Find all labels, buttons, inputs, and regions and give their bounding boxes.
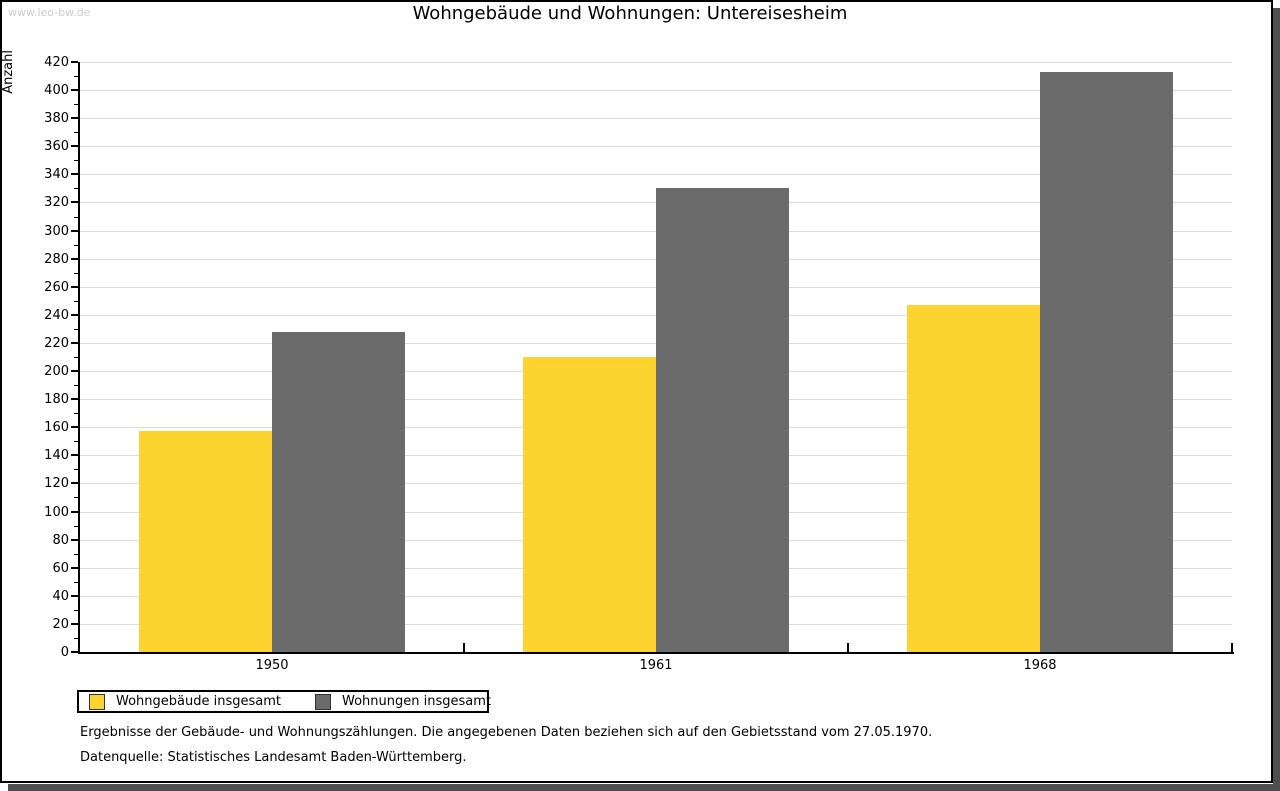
y-major-tick — [71, 426, 78, 429]
y-tick-label: 0 — [60, 645, 69, 660]
x-boundary-tick — [847, 643, 849, 652]
y-minor-tick — [74, 104, 78, 106]
y-tick-label: 340 — [44, 167, 69, 183]
chart-title: Wohngebäude und Wohnungen: Untereiseshei… — [412, 3, 848, 24]
y-major-tick — [71, 145, 78, 148]
window-shadow-bottom — [8, 784, 1280, 791]
y-tick-label: 380 — [44, 111, 69, 127]
legend: Wohngebäude insgesamt Wohnungen insgesam… — [77, 690, 491, 713]
y-major-tick — [71, 229, 78, 232]
y-tick-label: 300 — [44, 223, 69, 239]
footnote-data-source: Datenquelle: Statistisches Landesamt Bad… — [80, 750, 467, 765]
y-major-tick — [71, 370, 78, 373]
y-tick-label: 100 — [44, 504, 69, 520]
y-major-tick — [71, 61, 78, 63]
bar-1968-wohngebaeude — [907, 305, 1040, 652]
plot-area: 1950 1961 1968 0 20 40 60 80 100 120 140 160 180 200 2… — [44, 56, 1234, 673]
bar-1950-wohngebaeude — [139, 431, 272, 652]
gridline — [80, 174, 1232, 176]
x-category-label: 1961 — [639, 658, 673, 673]
y-tick-label: 420 — [44, 55, 69, 70]
bar-1950-wohnungen — [272, 331, 405, 652]
y-major-tick — [71, 398, 78, 401]
y-minor-tick — [74, 188, 78, 190]
y-tick-label: 160 — [44, 420, 69, 436]
gridline — [80, 62, 1232, 63]
y-minor-tick — [74, 216, 78, 218]
y-major-tick — [71, 117, 78, 120]
y-major-tick — [71, 257, 78, 260]
y-minor-tick — [74, 469, 78, 471]
y-major-tick — [71, 89, 78, 92]
y-axis-line — [78, 62, 80, 654]
y-major-tick — [71, 566, 78, 569]
y-minor-tick — [74, 525, 78, 527]
y-minor-tick — [74, 609, 78, 611]
y-major-tick — [71, 651, 78, 653]
legend-swatch-yellow — [89, 693, 105, 710]
y-tick-label: 140 — [44, 448, 69, 464]
y-minor-tick — [74, 553, 78, 555]
y-minor-tick — [74, 441, 78, 443]
y-major-tick — [71, 341, 78, 344]
y-minor-tick — [74, 357, 78, 358]
legend-entry-wohngebaeude: Wohngebäude insgesamt — [89, 693, 281, 710]
y-major-tick — [71, 454, 78, 457]
gridline — [80, 146, 1232, 148]
y-axis-title: Anzahl — [1, 50, 16, 94]
y-tick-label: 220 — [44, 335, 69, 351]
x-boundary-tick — [1231, 643, 1233, 652]
legend-label: Wohnungen insgesamt — [342, 694, 491, 709]
y-major-tick — [71, 285, 78, 288]
gridline — [80, 90, 1232, 92]
x-boundary-tick — [463, 643, 465, 652]
gridline — [80, 118, 1232, 120]
x-category-label: 1950 — [255, 658, 289, 673]
legend-entry-wohnungen: Wohnungen insgesamt — [315, 693, 491, 710]
y-major-tick — [71, 594, 78, 597]
y-tick-label: 240 — [44, 307, 69, 323]
y-major-tick — [71, 482, 78, 485]
bar-1961-wohngebaeude — [523, 357, 656, 652]
y-tick-label: 200 — [44, 364, 69, 380]
legend-swatch-gray — [315, 693, 331, 710]
y-minor-tick — [74, 637, 78, 639]
y-tick-label: 20 — [52, 616, 69, 632]
y-minor-tick — [74, 385, 78, 387]
bar-1961-wohnungen — [656, 188, 789, 652]
legend-label: Wohngebäude insgesamt — [116, 694, 281, 709]
watermark-link: www.leo-bw.de — [8, 6, 91, 19]
y-tick-label: 80 — [52, 532, 69, 548]
y-tick-label: 400 — [44, 83, 69, 99]
y-tick-label: 360 — [44, 139, 69, 155]
y-major-tick — [71, 173, 78, 176]
x-category-label: 1968 — [1023, 658, 1057, 673]
y-tick-label: 320 — [44, 195, 69, 211]
window-shadow-right — [1273, 8, 1280, 791]
y-minor-tick — [74, 132, 78, 134]
y-minor-tick — [74, 328, 78, 330]
y-tick-label: 280 — [44, 251, 69, 267]
y-minor-tick — [74, 497, 78, 499]
y-minor-tick — [74, 76, 78, 78]
y-tick-label: 60 — [52, 560, 69, 576]
y-tick-label: 260 — [44, 279, 69, 295]
y-minor-tick — [74, 272, 78, 274]
y-tick-label: 180 — [44, 392, 69, 408]
y-minor-tick — [74, 581, 78, 583]
y-tick-label: 120 — [44, 476, 69, 492]
footnote-source-note: Ergebnisse der Gebäude- und Wohnungszähl… — [80, 725, 933, 740]
y-minor-tick — [74, 160, 78, 162]
y-major-tick — [71, 538, 78, 541]
y-minor-tick — [74, 413, 78, 415]
y-major-tick — [71, 510, 78, 513]
y-major-tick — [71, 313, 78, 316]
y-major-tick — [71, 622, 78, 625]
y-major-tick — [71, 201, 78, 204]
y-minor-tick — [74, 300, 78, 302]
x-axis-line — [78, 652, 1234, 654]
bar-1968-wohnungen — [1040, 71, 1173, 652]
y-tick-label: 40 — [52, 588, 69, 604]
y-minor-tick — [74, 244, 78, 246]
